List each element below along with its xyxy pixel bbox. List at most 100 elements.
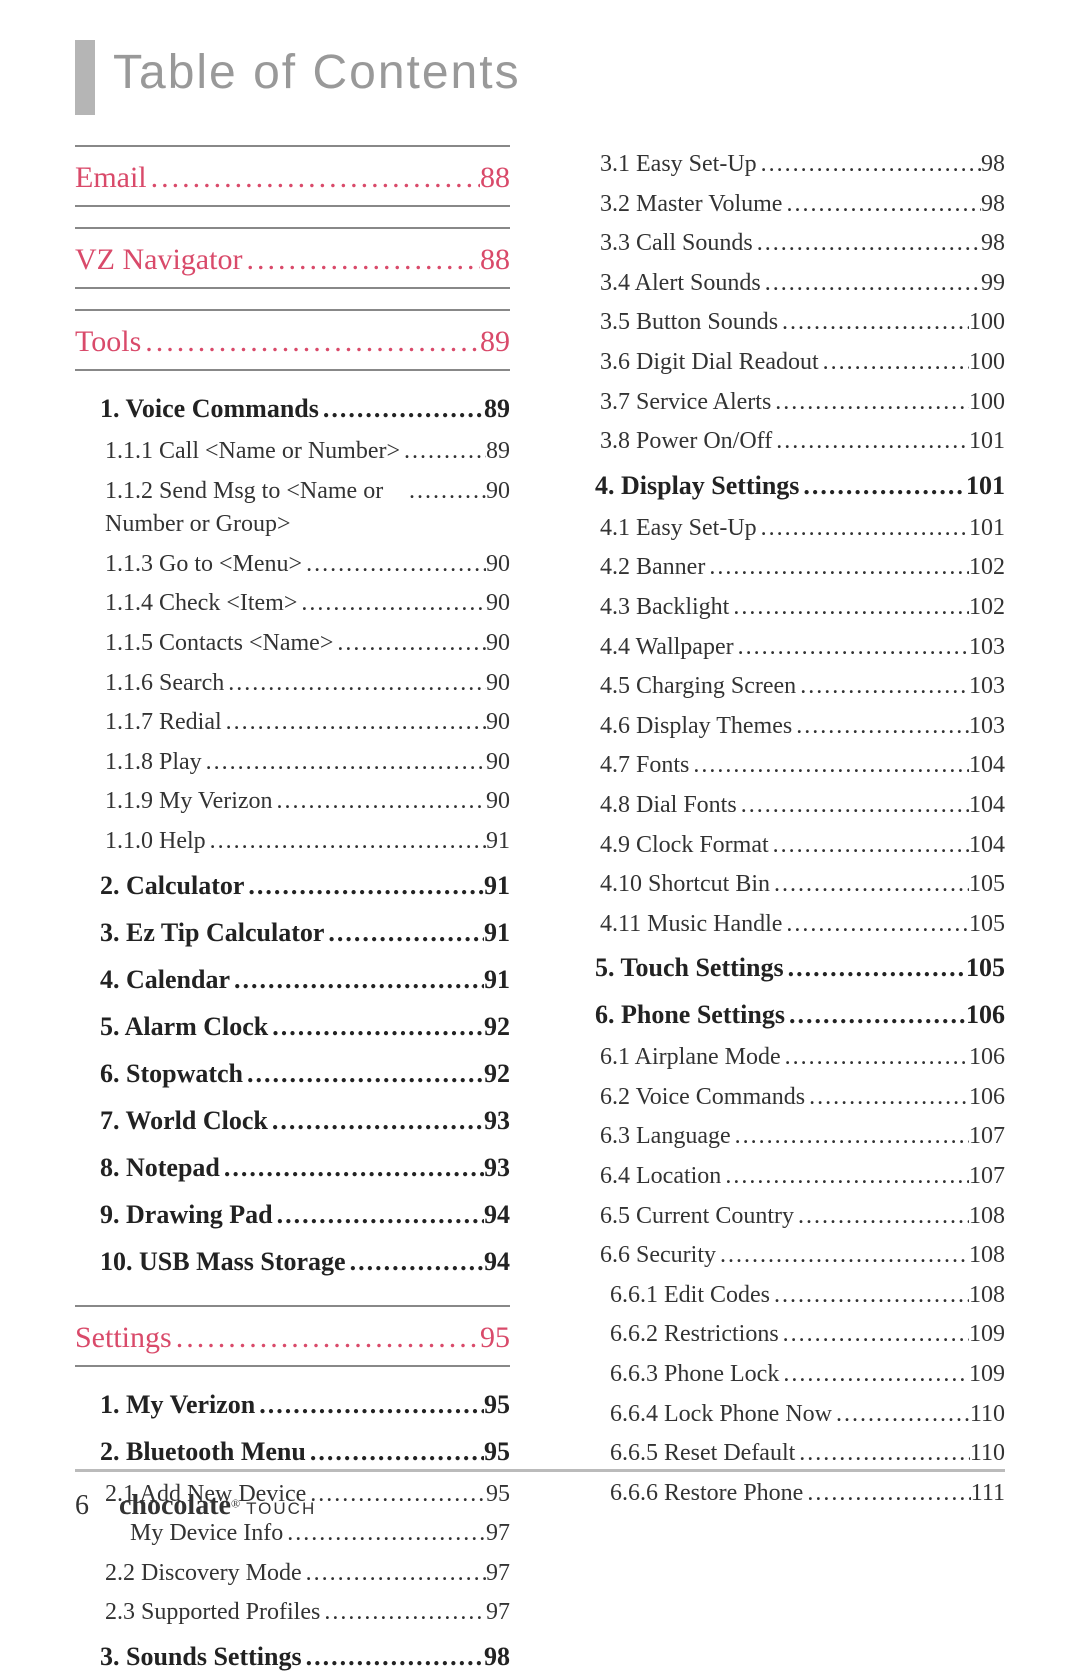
toc-leader-dots [753,227,981,261]
toc-label: 6.6.1 Edit Codes [610,1279,770,1313]
toc-label: VZ Navigator [75,243,242,277]
toc-entry: 1.1.7 Redial90 [75,703,510,743]
toc-label: 1.1.1 Call <Name or Number> [105,435,400,469]
toc-label: 1.1.8 Play [105,746,202,780]
toc-page: 92 [484,1007,510,1046]
toc-page: 108 [969,1239,1005,1273]
toc-label: 1. My Verizon [100,1385,255,1424]
toc-page: 88 [480,243,510,277]
toc-entry: 1.1.9 My Verizon90 [75,782,510,822]
toc-entry: 3.4 Alert Sounds 99 [570,264,1005,304]
toc-label: 2. Bluetooth Menu [100,1432,306,1471]
toc-label: 3.7 Service Alerts [600,386,771,420]
toc-entry: 7. World Clock 93 [75,1097,510,1144]
toc-page: 101 [966,466,1005,505]
toc-entry: 4.3 Backlight102 [570,588,1005,628]
toc-page: 98 [981,188,1005,222]
toc-label: 1.1.5 Contacts <Name> [105,627,333,661]
toc-leader-dots [705,551,969,585]
toc-page: 93 [484,1101,510,1140]
toc-entry: 6.6.3 Phone Lock109 [570,1355,1005,1395]
toc-leader-dots [805,1081,969,1115]
toc-leader-dots [731,1120,969,1154]
toc-label: 1.1.0 Help [105,825,206,859]
toc-entry: VZ Navigator 88 [75,227,510,289]
toc-page: 90 [486,667,510,701]
toc-label: 4.2 Banner [600,551,705,585]
toc-entry: 6.3 Language107 [570,1117,1005,1157]
toc-label: 4.11 Music Handle [600,908,782,942]
toc-label: 4.3 Backlight [600,591,729,625]
toc-entry: 6.2 Voice Commands106 [570,1078,1005,1118]
toc-label: 4.9 Clock Format [600,829,769,863]
toc-label: Email [75,161,147,195]
toc-leader-dots [147,161,480,195]
toc-entry: Email88 [75,145,510,207]
toc-leader-dots [716,1239,969,1273]
toc-leader-dots [819,346,969,380]
toc-page: 106 [969,1041,1005,1075]
toc-page: 95 [484,1385,510,1424]
toc-entry: 6. Phone Settings106 [570,991,1005,1038]
toc-entry: 2. Bluetooth Menu95 [75,1428,510,1475]
toc-label: 3.6 Digit Dial Readout [600,346,819,380]
toc-leader-dots [297,587,486,621]
toc-leader-dots [769,829,969,863]
toc-column-right: 3.1 Easy Set-Up983.2 Master Volume983.3 … [570,145,1005,1680]
toc-page: 97 [486,1557,510,1591]
toc-leader-dots [782,188,981,222]
toc-leader-dots [784,948,966,987]
toc-leader-dots [220,1148,484,1187]
toc-page: 90 [486,587,510,621]
toc-leader-dots [320,1596,486,1630]
toc-leader-dots [324,913,484,952]
toc-page: 92 [484,1054,510,1093]
toc-page: 89 [486,435,510,469]
toc-label: 7. World Clock [100,1101,268,1140]
toc-entry: 3.2 Master Volume98 [570,185,1005,225]
toc-label: 3. Ez Tip Calculator [100,913,324,952]
toc-entry: 1. Voice Commands89 [75,385,510,432]
toc-leader-dots [255,1385,484,1424]
toc-entry: 1.1.5 Contacts <Name> 90 [75,624,510,664]
toc-leader-dots [400,435,486,469]
toc-leader-dots [230,960,484,999]
toc-label: 3.4 Alert Sounds [600,267,761,301]
toc-label: 2.3 Supported Profiles [105,1596,320,1630]
toc-leader-dots [689,749,969,783]
toc-label: 6.3 Language [600,1120,731,1154]
toc-label: 6.5 Current Country [600,1200,794,1234]
toc-page: 91 [484,913,510,952]
toc-page: 103 [969,710,1005,744]
toc-label: 1.1.4 Check <Item> [105,587,297,621]
toc-label: My Device Info [130,1517,283,1551]
toc-entry: 2.3 Supported Profiles97 [75,1593,510,1633]
toc-leader-dots [761,267,981,301]
footer: 6 chocolate® TOUCH [75,1469,1005,1522]
toc-label: 3.3 Call Sounds [600,227,753,261]
toc-entry: 6.6 Security 108 [570,1236,1005,1276]
toc-page: 90 [486,548,510,582]
toc-leader-dots [268,1101,484,1140]
toc-page: 89 [484,389,510,428]
toc-entry: 1. My Verizon 95 [75,1381,510,1428]
header: Table of Contents [75,40,1005,115]
toc-page: 105 [969,908,1005,942]
toc-page: 90 [486,746,510,780]
toc-leader-dots [172,1321,480,1355]
toc-page: 99 [981,267,1005,301]
toc-entry: 6. Stopwatch92 [75,1050,510,1097]
toc-page: 108 [969,1200,1005,1234]
toc-entry: 1.1.8 Play 90 [75,743,510,783]
toc-entry: 1.1.4 Check <Item> 90 [75,584,510,624]
toc-page: 110 [970,1437,1005,1471]
toc-page: 90 [486,627,510,661]
toc-label: 1.1.6 Search [105,667,224,701]
toc-label: 6.6 Security [600,1239,716,1273]
toc-label: Settings [75,1321,172,1355]
toc-leader-dots [244,866,484,905]
toc-page: 89 [480,325,510,359]
toc-label: 6.2 Voice Commands [600,1081,805,1115]
toc-page: 104 [969,789,1005,823]
toc-entry: 4.8 Dial Fonts104 [570,786,1005,826]
